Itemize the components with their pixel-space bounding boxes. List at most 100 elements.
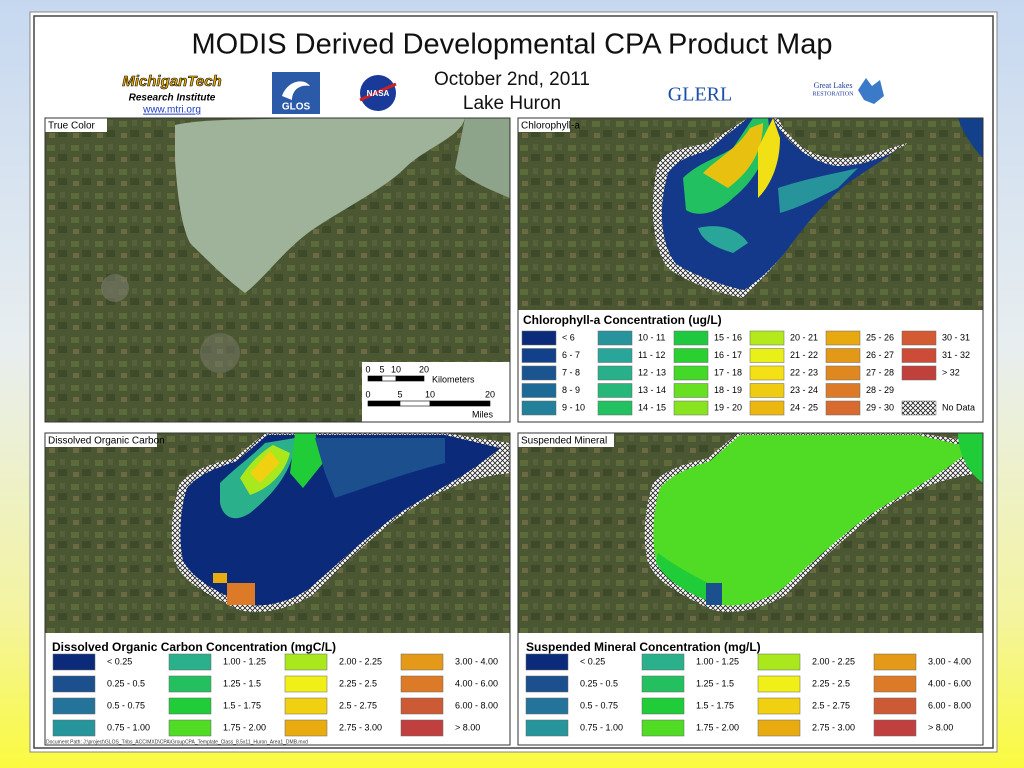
scale-segment xyxy=(395,375,425,382)
legend-label: 2.75 - 3.00 xyxy=(339,722,382,732)
legend-label: < 0.25 xyxy=(580,656,605,666)
legend-swatch xyxy=(873,719,917,737)
legend-label: 18 - 19 xyxy=(714,385,742,395)
glos-logo xyxy=(272,72,320,114)
scale-tick: 0 xyxy=(365,389,370,399)
lake-name: Lake Huron xyxy=(463,93,561,114)
legend-label: 2.00 - 2.25 xyxy=(339,656,382,666)
legend-swatch xyxy=(749,383,785,398)
legend-swatch xyxy=(400,653,444,671)
legend-label: > 32 xyxy=(942,367,960,377)
label-bg xyxy=(45,118,107,132)
legend-swatch xyxy=(873,675,917,693)
panel-label: True Color xyxy=(48,121,96,132)
chl-bloom xyxy=(698,226,748,253)
nasa-swoosh xyxy=(359,82,397,102)
legend-label: 22 - 23 xyxy=(790,367,818,377)
legend-swatch xyxy=(825,348,861,363)
legend-label: 7 - 8 xyxy=(562,367,580,377)
legend-swatch xyxy=(825,383,861,398)
legend-label: 29 - 30 xyxy=(866,402,894,412)
mineral-zone xyxy=(958,433,983,483)
doc-panel: Dissolved Organic Carbon xyxy=(45,433,510,745)
mtri-logo: MichiganTech xyxy=(122,73,221,90)
legend-label: 0.5 - 0.75 xyxy=(107,700,145,710)
mineral-zone xyxy=(656,553,718,603)
glri-icon xyxy=(858,78,884,104)
legend-swatch xyxy=(641,675,685,693)
legend-swatch xyxy=(749,348,785,363)
legend-label: 4.00 - 6.00 xyxy=(928,678,971,688)
mineral-zone xyxy=(706,583,722,605)
legend-label: 1.5 - 1.75 xyxy=(696,700,734,710)
legend-swatch xyxy=(525,697,569,715)
legend-swatch xyxy=(284,697,328,715)
legend-label: 1.5 - 1.75 xyxy=(223,700,261,710)
legend-label: 25 - 26 xyxy=(866,332,894,342)
scale-tick: 5 xyxy=(397,389,402,399)
legend-label: 14 - 15 xyxy=(638,402,666,412)
panel-frame xyxy=(517,117,984,423)
legend-label: 6.00 - 8.00 xyxy=(928,700,971,710)
legend-label: 0.5 - 0.75 xyxy=(580,700,618,710)
legend-swatch xyxy=(521,330,557,346)
legend-swatch xyxy=(597,400,633,416)
legend-label: 2.25 - 2.5 xyxy=(339,678,377,688)
doc-bloom xyxy=(213,573,227,583)
legend-label: 16 - 17 xyxy=(714,350,742,360)
legend-swatch xyxy=(521,348,557,363)
legend-swatch xyxy=(168,675,212,693)
legend-swatch xyxy=(825,330,861,346)
legend-label: 0.25 - 0.5 xyxy=(107,678,145,688)
panel-label: Dissolved Organic Carbon xyxy=(48,436,165,447)
mineral-water xyxy=(653,435,973,606)
legend-swatch xyxy=(52,675,96,693)
mtri-url: www.mtri.org xyxy=(142,105,201,116)
legend-swatch xyxy=(597,383,633,398)
legend-swatch xyxy=(757,653,801,671)
legend-label: 2.00 - 2.25 xyxy=(812,656,855,666)
legend-swatch xyxy=(641,697,685,715)
scale-segment xyxy=(367,375,383,382)
chl-bloom xyxy=(778,168,858,213)
legend-swatch xyxy=(757,697,801,715)
glri-line2: RESTORATION xyxy=(813,91,855,97)
glos-icon xyxy=(282,81,310,100)
legend: Dissolved Organic Carbon Concentration (… xyxy=(52,640,498,737)
scale-unit: Miles xyxy=(472,409,494,419)
legend-label: 2.25 - 2.5 xyxy=(812,678,850,688)
legend-swatch xyxy=(400,697,444,715)
legend-label: 26 - 27 xyxy=(866,350,894,360)
legend-swatch xyxy=(901,330,937,346)
legend-swatch xyxy=(901,365,937,381)
legend-swatch xyxy=(757,719,801,737)
legend-swatch xyxy=(749,365,785,381)
doc-water xyxy=(315,438,445,498)
legend-label: 0.25 - 0.5 xyxy=(580,678,618,688)
legend-swatch xyxy=(749,330,785,346)
city xyxy=(101,274,129,302)
panel-label: Suspended Mineral xyxy=(521,436,607,447)
legend-swatch xyxy=(757,675,801,693)
nasa-text: NASA xyxy=(367,89,390,98)
legend-label: 6.00 - 8.00 xyxy=(455,700,498,710)
panel-frame xyxy=(517,432,984,746)
legend-swatch xyxy=(873,653,917,671)
legend-swatch xyxy=(673,383,709,398)
legend-label: < 6 xyxy=(562,332,575,342)
legend-swatch xyxy=(597,365,633,381)
legend-swatch xyxy=(168,653,212,671)
chl-bloom xyxy=(703,123,763,188)
legend-label: 2.5 - 2.75 xyxy=(812,700,850,710)
legend-swatch xyxy=(52,697,96,715)
legend-label: 28 - 29 xyxy=(866,385,894,395)
legend-label: 1.25 - 1.5 xyxy=(223,678,261,688)
legend-label: 2.75 - 3.00 xyxy=(812,722,855,732)
legend-label: 27 - 28 xyxy=(866,367,894,377)
panel-frame xyxy=(44,117,511,423)
legend: Chlorophyll-a Concentration (ug/L) < 6 6 -… xyxy=(521,313,975,416)
legend-label: > 8.00 xyxy=(928,722,953,732)
